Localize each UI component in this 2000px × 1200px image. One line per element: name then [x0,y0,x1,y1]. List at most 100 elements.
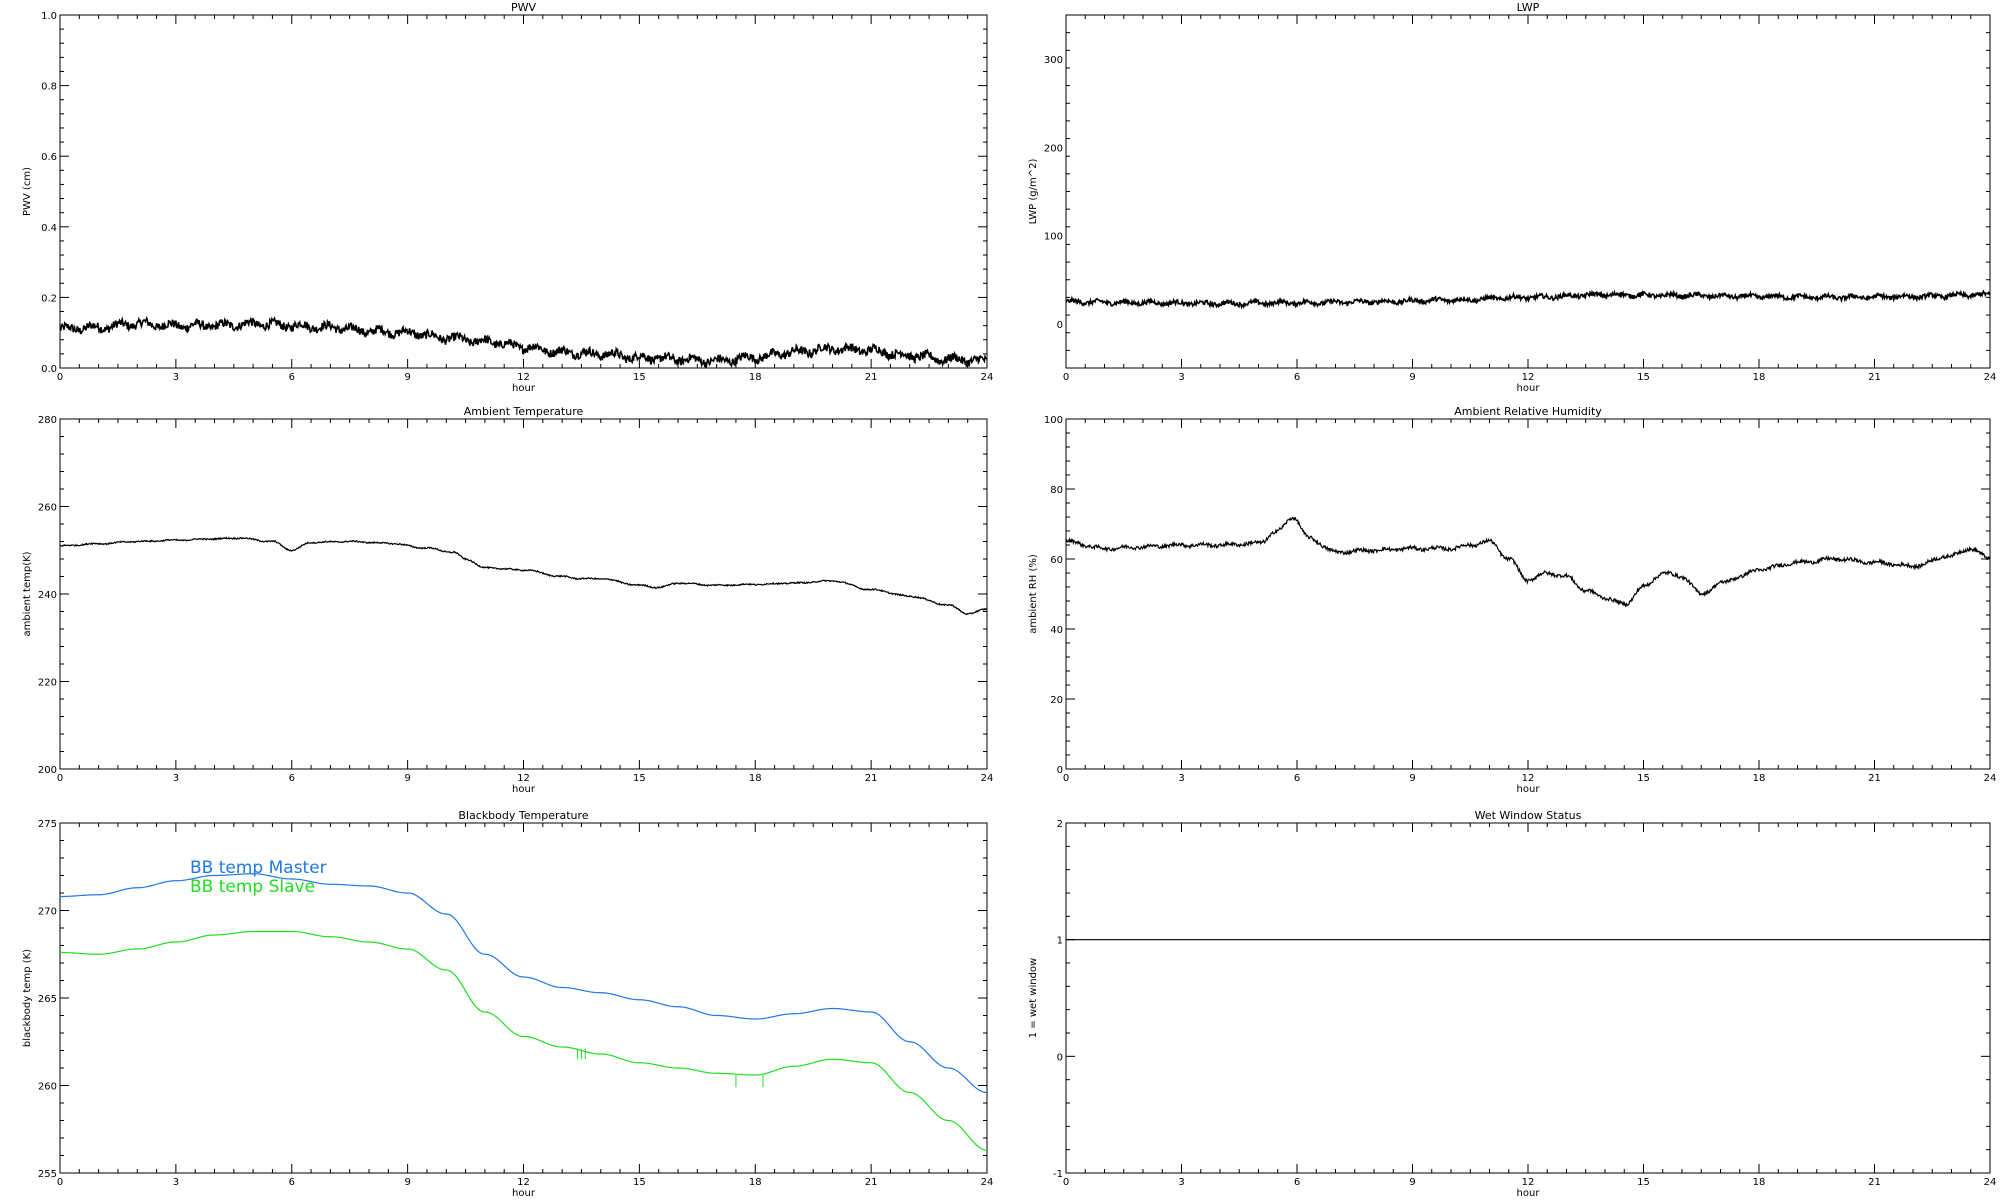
x-tick-label: 18 [749,773,762,784]
x-tick-label: 15 [633,773,646,784]
x-tick-label: 0 [57,372,63,383]
x-tick-label: 12 [1522,1177,1535,1188]
panel-lwp: LWP 0 3 6 9 12 15 18 21 24 0 100 200 300 hour LWP (g/m^… [1028,1,1996,394]
series-line-bb-temp-slave [60,930,987,1151]
x-tick-label: 18 [1753,773,1766,784]
y-tick-label: 255 [38,1169,57,1180]
y-tick-label: 2 [1057,819,1063,830]
x-tick-label: 15 [1637,1177,1650,1188]
x-tick-label: 18 [1753,372,1766,383]
x-tick-label: 9 [1409,372,1415,383]
x-tick-label: 3 [1178,773,1184,784]
panel-bb-temp: Blackbody Temperature 0 3 6 9 12 15 18 21 24 255 26… [22,809,993,1199]
series-line-pwv-0 [60,315,987,368]
y-tick-label: 0.0 [41,364,57,375]
y-axis-label: blackbody temp (K) [22,949,33,1047]
x-tick-label: 9 [1409,773,1415,784]
x-tick-label: 24 [981,1177,994,1188]
y-tick-label: 40 [1050,625,1063,636]
x-axis-label: hour [512,784,536,795]
y-tick-label: 0.4 [41,223,57,234]
x-tick-label: 21 [1868,1177,1881,1188]
x-axis-label: hour [512,1188,536,1199]
x-tick-label: 3 [173,372,179,383]
chart-title: Ambient Relative Humidity [1454,405,1602,418]
x-tick-label: 0 [57,773,63,784]
x-tick-label: 24 [981,773,994,784]
y-tick-label: 275 [38,819,57,830]
panel-pwv: PWV 0 3 6 9 12 15 18 21 24 0.0 0.2 0.4 0.6 0.8 1.0 hour P… [22,1,993,394]
x-tick-label: 6 [289,773,295,784]
series-line-ambient-temp-0 [60,536,987,616]
x-tick-label: 24 [1984,1177,1997,1188]
plot-frame [1065,822,1991,1174]
y-tick-label: 300 [1044,55,1063,66]
x-axis-label: hour [512,383,536,394]
x-tick-label: 24 [981,372,994,383]
series-line-lwp-0 [1066,289,1990,310]
x-tick-label: 0 [1063,1177,1069,1188]
x-axis-label: hour [1517,784,1541,795]
y-tick-label: 200 [1044,143,1063,154]
x-tick-label: 12 [1522,773,1535,784]
y-tick-label: 0.6 [41,152,57,163]
y-tick-label: 280 [38,415,57,426]
x-tick-label: 0 [1063,773,1069,784]
y-axis-label: ambient temp(K) [22,551,33,636]
x-tick-label: 18 [749,1177,762,1188]
y-tick-label: 260 [38,503,57,514]
x-tick-label: 21 [865,773,878,784]
panel-ambient-temp: Ambient Temperature 0 3 6 9 12 15 18 21 24 200 220 2… [22,405,993,795]
x-tick-label: 9 [404,1177,410,1188]
x-tick-label: 21 [1868,372,1881,383]
series-line-ambient-rh-0 [1066,516,1990,608]
y-tick-label: 200 [38,765,57,776]
legend-entry: BB temp Master [190,858,327,878]
plot-frame [1065,14,1991,369]
x-tick-label: 0 [1063,372,1069,383]
panel-ambient-rh: Ambient Relative Humidity 0 3 6 9 12 15 18 21 24 0… [1028,405,1996,795]
plot-frame [59,14,988,369]
x-tick-label: 18 [749,372,762,383]
legend-entry: BB temp Slave [190,877,315,897]
y-tick-label: 80 [1050,485,1063,496]
y-axis-label: ambient RH (%) [1028,554,1039,634]
y-tick-label: 0 [1057,320,1063,331]
x-tick-label: 21 [865,1177,878,1188]
chart-title: LWP [1517,1,1540,14]
y-tick-label: 0.8 [41,82,57,93]
x-tick-label: 24 [1984,372,1997,383]
x-tick-label: 12 [1522,372,1535,383]
y-tick-label: 0 [1057,765,1063,776]
y-tick-label: 270 [38,907,57,918]
x-tick-label: 6 [289,372,295,383]
x-tick-label: 6 [1294,1177,1300,1188]
x-tick-label: 6 [1294,773,1300,784]
chart-title: Ambient Temperature [464,405,584,418]
x-tick-label: 24 [1984,773,1997,784]
y-tick-label: 1.0 [41,11,57,22]
y-tick-label: 260 [38,1082,57,1093]
x-axis-label: hour [1517,383,1541,394]
x-tick-label: 3 [1178,372,1184,383]
y-axis-label: 1 = wet window [1028,958,1039,1038]
x-tick-label: 12 [517,372,530,383]
x-axis-label: hour [1517,1188,1541,1199]
y-tick-label: 240 [38,590,57,601]
x-tick-label: 9 [404,372,410,383]
y-tick-label: 100 [1044,232,1063,243]
x-tick-label: 9 [404,773,410,784]
x-tick-label: 15 [1637,773,1650,784]
y-tick-label: -1 [1053,1169,1063,1180]
x-tick-label: 12 [517,773,530,784]
x-tick-label: 15 [633,1177,646,1188]
plot-frame [1065,418,1991,770]
y-tick-label: 1 [1057,936,1063,947]
chart-title: Blackbody Temperature [458,809,588,822]
x-tick-label: 3 [173,773,179,784]
y-tick-label: 60 [1050,555,1063,566]
x-tick-label: 21 [865,372,878,383]
x-tick-label: 12 [517,1177,530,1188]
